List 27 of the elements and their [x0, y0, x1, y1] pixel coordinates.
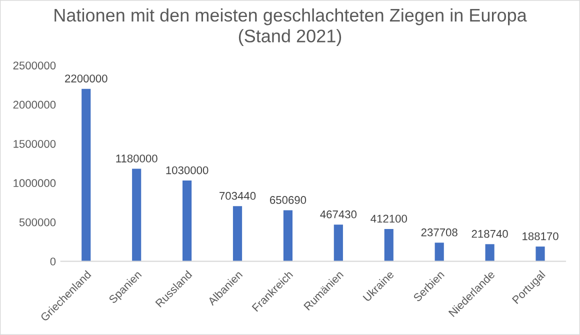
data-label: 467430 [320, 210, 357, 218]
bar [283, 210, 293, 262]
data-label: 218740 [472, 230, 508, 238]
data-label: 1180000 [116, 154, 158, 162]
data-label: 703440 [220, 192, 256, 200]
bar [182, 180, 192, 262]
bar [536, 246, 545, 262]
chart-title: Nationen mit den meisten geschlachteten Ziegen in Europa (Stand 2021) [54, 8, 527, 46]
bar [434, 242, 444, 262]
data-label: 188170 [522, 232, 558, 240]
data-label: 650690 [270, 196, 306, 204]
data-label: 412100 [370, 214, 407, 223]
data-label: 2200000 [65, 74, 108, 82]
bar [232, 206, 242, 262]
y-tick-label: 1500000 [14, 140, 56, 148]
y-tick-label: 500000 [19, 218, 56, 226]
data-label: 237708 [421, 228, 458, 236]
y-tick-label: 1000000 [14, 179, 56, 188]
bar [334, 224, 343, 262]
bar [384, 228, 394, 262]
bar [132, 168, 142, 262]
data-label: 1030000 [166, 166, 208, 174]
y-tick-label: 2000000 [13, 100, 56, 109]
bar [82, 88, 91, 262]
bar [485, 244, 494, 262]
y-tick-label: 2500000 [13, 62, 56, 70]
y-tick-label: 0 [50, 258, 56, 266]
